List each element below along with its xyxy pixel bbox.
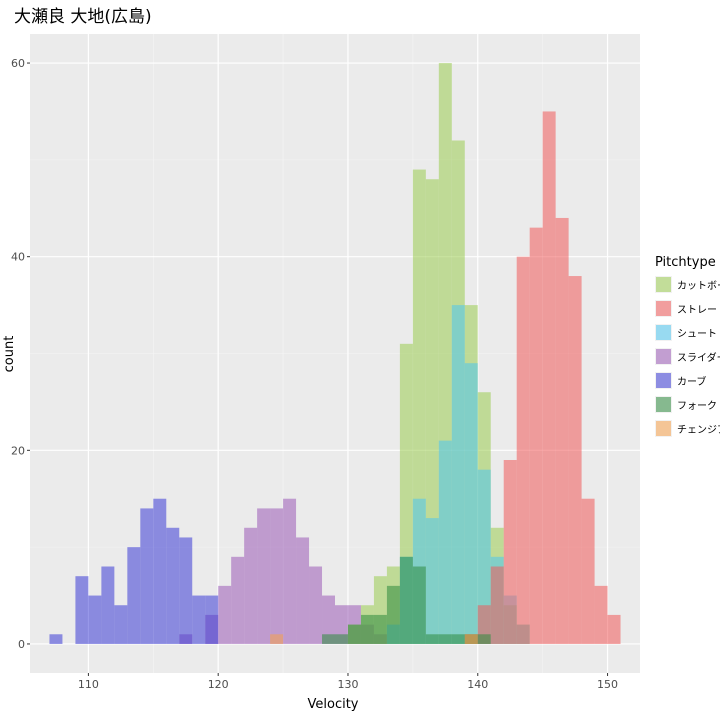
x-tick-label: 130 xyxy=(337,678,358,691)
histogram-bar xyxy=(166,527,180,644)
histogram-bar xyxy=(296,537,310,644)
histogram-bar xyxy=(49,634,63,644)
histogram-bar xyxy=(179,537,193,644)
histogram-bar xyxy=(244,527,258,644)
histogram-bar xyxy=(594,585,608,644)
histogram-bar xyxy=(477,634,491,644)
histogram-bar xyxy=(464,363,478,644)
histogram-bar xyxy=(114,605,128,644)
histogram-bar xyxy=(140,508,154,644)
histogram-bar xyxy=(75,576,89,644)
legend-label: ストレート xyxy=(677,305,720,316)
y-axis-label: count xyxy=(2,336,17,373)
legend-item: フォーク xyxy=(655,396,717,413)
histogram-bar xyxy=(451,634,465,644)
legend-label: チェンジアップ xyxy=(677,424,720,436)
histogram-bar xyxy=(425,518,439,644)
x-tick-label: 140 xyxy=(467,678,488,691)
y-tick-label: 40 xyxy=(11,251,25,264)
histogram-bar xyxy=(581,498,595,644)
x-axis: 110 120 130 140 150 xyxy=(78,673,618,691)
legend-label: スライダー xyxy=(677,351,720,364)
legend-item: シュート xyxy=(655,324,717,341)
histogram-bar xyxy=(386,585,400,644)
legend-item: スライダー xyxy=(655,348,720,365)
plot-panel xyxy=(30,34,640,673)
y-tick-label: 0 xyxy=(18,638,25,651)
histogram-bar xyxy=(205,595,219,644)
x-tick-label: 120 xyxy=(208,678,229,691)
series-チェンジアップ xyxy=(270,634,478,644)
legend-swatch xyxy=(656,421,671,436)
histogram-bar xyxy=(438,440,452,644)
histogram-bar xyxy=(373,614,387,644)
legend-swatch xyxy=(656,397,671,412)
histogram-bar xyxy=(477,469,491,644)
x-axis-label: Velocity xyxy=(308,697,359,712)
histogram-bar xyxy=(153,498,167,644)
legend-label: カーブ xyxy=(677,375,706,388)
histogram-bar xyxy=(568,276,582,644)
histogram-bar xyxy=(192,595,206,644)
histogram-bar xyxy=(231,556,245,644)
histogram-bar xyxy=(451,305,465,644)
y-tick-label: 60 xyxy=(11,57,25,70)
y-tick-label: 20 xyxy=(11,444,25,457)
histogram-bar xyxy=(218,585,232,644)
histogram-bar xyxy=(464,634,478,644)
legend-label: シュート xyxy=(677,329,717,340)
histogram-bar xyxy=(335,634,348,644)
histogram-bar xyxy=(347,624,361,644)
histogram-bar xyxy=(607,614,621,644)
legend-swatch xyxy=(656,373,671,388)
histogram-bar xyxy=(490,566,504,644)
histogram-bar xyxy=(399,556,413,644)
histogram-bar xyxy=(503,460,517,644)
histogram-bar xyxy=(438,634,452,644)
histogram-bar xyxy=(555,217,569,644)
histogram-bar xyxy=(283,498,297,644)
x-tick-label: 150 xyxy=(597,678,618,691)
legend-label: フォーク xyxy=(677,400,717,412)
chart-title: 大瀬良 大地(広島) xyxy=(14,7,152,27)
histogram-bar xyxy=(516,256,530,644)
histogram-bar xyxy=(257,508,271,644)
legend-item: カーブ xyxy=(655,372,706,389)
histogram-bar xyxy=(360,614,374,644)
histogram-bar xyxy=(101,566,115,644)
series-フォーク xyxy=(322,556,491,644)
histogram-bar xyxy=(88,595,102,644)
legend-swatch xyxy=(656,277,671,292)
y-axis: 0 20 40 60 xyxy=(11,57,30,651)
histogram-bar xyxy=(412,566,426,644)
legend: Pitchtype カットボールストレートシュートスライダーカーブフォークチェン… xyxy=(655,255,720,437)
legend-label: カットボール xyxy=(677,280,720,292)
histogram-bars xyxy=(49,63,621,644)
legend-title: Pitchtype xyxy=(655,255,716,270)
legend-swatch xyxy=(656,349,671,364)
histogram-bar xyxy=(529,227,543,644)
histogram-bar xyxy=(542,111,556,644)
legend-swatch xyxy=(656,301,671,316)
histogram-bar xyxy=(425,634,439,644)
histogram-bar xyxy=(270,634,284,644)
histogram-bar xyxy=(309,566,323,644)
legend-item: カットボール xyxy=(655,276,720,293)
legend-item: ストレート xyxy=(655,300,720,317)
series-カーブ xyxy=(49,498,219,644)
histogram-bar xyxy=(322,634,335,644)
histogram-bar xyxy=(127,547,141,644)
legend-item: チェンジアップ xyxy=(655,420,720,437)
legend-swatch xyxy=(656,325,671,340)
x-tick-label: 110 xyxy=(78,678,99,691)
histogram-bar xyxy=(270,508,284,644)
histogram-bar xyxy=(322,595,335,644)
